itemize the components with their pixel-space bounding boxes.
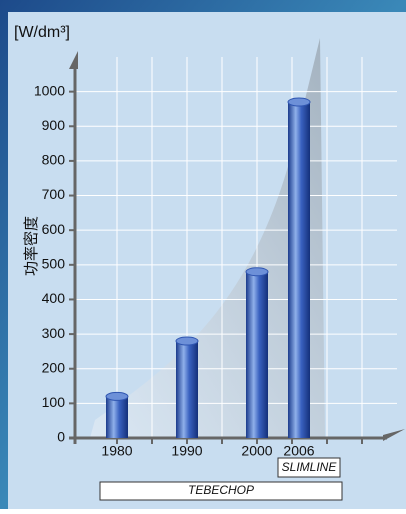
y-axis-label: 功率密度 bbox=[23, 216, 40, 276]
annotation-box bbox=[99, 481, 343, 501]
y-tick-label: 900 bbox=[42, 117, 66, 133]
y-tick-label: 1000 bbox=[34, 82, 65, 98]
unit-label: [W/dm³] bbox=[14, 24, 70, 41]
y-tick-label: 700 bbox=[42, 186, 66, 202]
bar-cap bbox=[175, 336, 199, 346]
x-tick-label: 2000 bbox=[241, 443, 272, 459]
y-tick-label: 200 bbox=[42, 359, 66, 375]
bar-cap bbox=[287, 97, 311, 107]
y-tick-label: 300 bbox=[42, 325, 66, 341]
bar-cap bbox=[245, 267, 269, 277]
y-tick-label: 800 bbox=[42, 152, 66, 168]
bar bbox=[106, 396, 128, 438]
bar bbox=[176, 341, 198, 438]
annotation: SLIMLINE bbox=[282, 460, 338, 474]
x-tick-label: 1990 bbox=[171, 443, 202, 459]
x-axis-arrow bbox=[383, 429, 405, 441]
y-axis-arrow bbox=[69, 51, 78, 69]
bar bbox=[246, 271, 268, 438]
y-tick-label: 500 bbox=[42, 256, 66, 272]
annotation-box bbox=[277, 457, 341, 478]
y-tick-label: 400 bbox=[42, 290, 66, 306]
y-tick-label: 100 bbox=[42, 394, 66, 410]
annotation: TEBECHOP bbox=[188, 483, 254, 497]
x-tick-label: 1980 bbox=[101, 443, 132, 459]
y-tick-label: 600 bbox=[42, 221, 66, 237]
bar bbox=[288, 102, 310, 438]
x-tick-label: 2006 bbox=[283, 443, 314, 459]
bar-cap bbox=[105, 391, 129, 401]
y-tick-label: 0 bbox=[57, 429, 65, 445]
